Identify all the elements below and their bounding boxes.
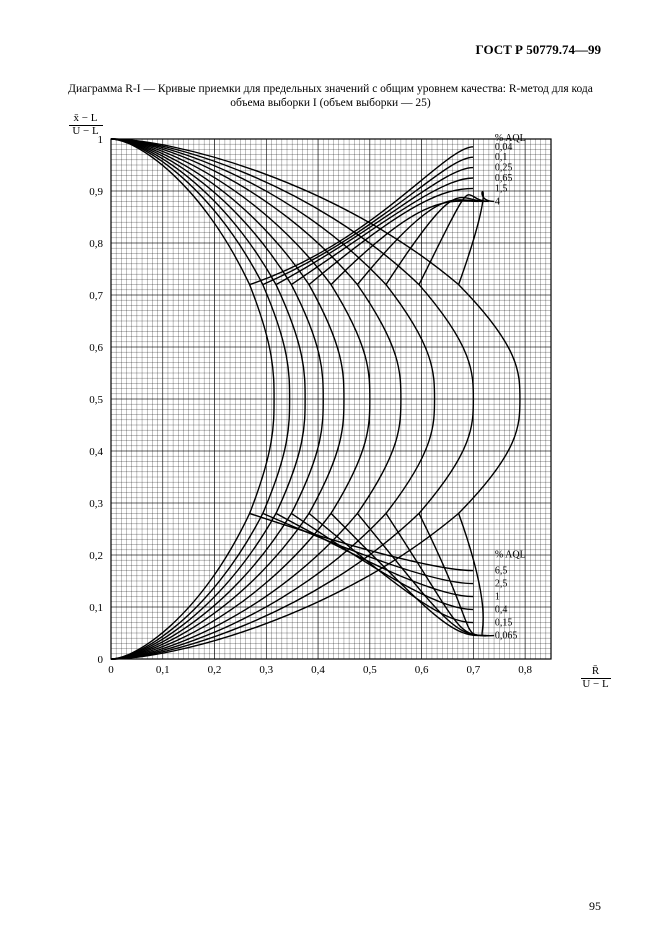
caption-line1: Диаграмма R-I — Кривые приемки для преде… [68,83,593,95]
y-tick-label: 0,8 [89,238,103,250]
y-axis-numerator: x̄ − L [74,112,98,124]
aql-bottom-label: 0,15 [494,617,512,628]
y-tick-label: 0,6 [89,342,103,354]
x-axis-label: R̄ U − L [581,666,611,690]
label-box-top [483,201,550,300]
y-tick-label: 0,2 [89,550,103,562]
aql-bottom-label: 2,5 [494,578,507,589]
chart-svg: 0 0,1 0,2 0,3 0,4 0,5 0,6 0,7 0,8 0 0,1 0,2 0,3 0,4 0,… [51,119,611,679]
x-tick-label: 0 [108,664,114,676]
x-tick-label: 0,8 [518,664,532,676]
acceptance-curve-lower-branch [419,513,489,635]
aql-header-bottom: % AQL [494,549,525,560]
y-tick-label: 0,7 [89,290,103,302]
x-tick-label: 0,1 [155,664,169,676]
y-axis-label: x̄ − L U − L [69,113,103,137]
aql-top-label: 1,5 [494,183,507,194]
caption-line2: объема выборки I (объем выборки — 25) [230,97,431,109]
x-tick-label: 0,5 [362,664,376,676]
y-axis-denominator: U − L [72,125,98,137]
x-tick-label: 0,4 [311,664,325,676]
y-tick-label: 0,3 [89,498,103,510]
x-tick-label: 0,6 [414,664,428,676]
aql-top-label: 0,25 [494,162,512,173]
x-axis-numerator: R̄ [592,665,599,677]
aql-top-label: 0,1 [494,152,507,163]
acceptance-curve-upper-branch [249,147,473,285]
figure-caption: Диаграмма R-I — Кривые приемки для преде… [36,82,625,111]
page-container: ГОСТ Р 50779.74—99 Диаграмма R-I — Кривы… [0,0,661,936]
chart-area: x̄ − L U − L 00,10,20,30,40,50,60,70,800… [51,119,611,684]
y-tick-label: 0,1 [89,602,103,614]
x-tick-label: 0,2 [207,664,221,676]
document-code: ГОСТ Р 50779.74—99 [476,42,601,58]
acceptance-curve-lower-branch [331,513,479,635]
aql-bottom-label: 1 [494,591,499,602]
acceptance-curve-upper-branch [458,191,493,284]
aql-top-label: 0,04 [494,142,512,153]
aql-bottom-label: 0,4 [494,604,507,615]
y-tick-label: 0,4 [89,446,103,458]
y-tick-label: 0,5 [89,394,103,406]
y-tick-label: 0,9 [89,186,103,198]
aql-top-label: 0,65 [494,173,512,184]
y-tick-label: 0 [97,654,103,666]
x-axis-denominator: U − L [582,678,608,690]
x-tick-label: 0,7 [466,664,480,676]
aql-bottom-label: 6,5 [494,565,507,576]
page-number: 95 [589,899,601,914]
x-tick-label: 0,3 [259,664,273,676]
aql-bottom-label: 0,065 [494,630,516,641]
aql-top-label: 4 [494,196,499,207]
